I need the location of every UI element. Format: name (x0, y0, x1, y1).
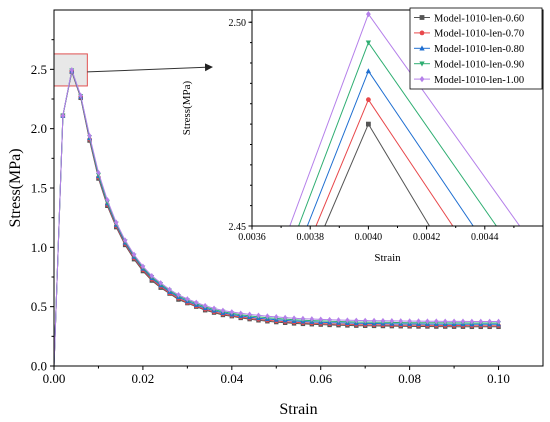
main-series-4-point (202, 302, 208, 309)
main-series-4-point (194, 299, 199, 306)
inset-x-tick-label: 0.0042 (413, 232, 441, 243)
legend-box (409, 7, 543, 90)
main-series-4-point (87, 132, 92, 139)
main-series-4-point (149, 272, 154, 279)
main-series-4-point (265, 313, 270, 320)
main-series-4-point (78, 92, 83, 99)
main-series-4-point (443, 318, 448, 325)
main-series-4-point (309, 316, 315, 322)
main-series-4-point (176, 291, 181, 298)
main-series-4-point (354, 317, 359, 324)
main-plot: 0.00 0.02 0.04 0.06 0.08 0.10 0.0 0.5 1.0 1.5 2.0 2… (7, 9, 544, 418)
main-series-4-point (478, 318, 483, 325)
main-y-axis-title: Stress(MPa) (7, 148, 24, 227)
main-series-4-point (380, 317, 386, 324)
inset-y-tick-label: 2.45 (229, 222, 247, 233)
inset-series-0-peak-point (366, 121, 371, 127)
legend-entry-label: Model-1010-len-1.00 (434, 75, 524, 86)
main-series-4-point (300, 315, 306, 322)
inset-series-3-peak-point (365, 40, 372, 46)
main-series-4-point (220, 307, 226, 314)
inset-x-tick-label: 0.0038 (296, 232, 324, 243)
legend-entry-label: Model-1010-len-0.70 (434, 29, 524, 40)
main-x-axis-title: Strain (279, 401, 317, 418)
main-series-4-point (407, 318, 412, 325)
main-series-4-point (362, 317, 368, 324)
main-series-4-point (425, 318, 430, 325)
main-series-4-point (229, 309, 235, 315)
inset-y-axis-title: Stress(MPa) (181, 80, 193, 135)
main-series-4-point (238, 310, 243, 317)
legend-entry-label: Model-1010-len-0.80 (434, 44, 524, 55)
main-series-4-point (371, 317, 377, 324)
main-series-4-point (398, 318, 403, 324)
main-y-tick-label: 0.5 (31, 299, 47, 314)
main-series-4-point (185, 296, 190, 302)
inset-x-tick-label: 0.0036 (238, 232, 266, 243)
inset-legend: Model-1010-len-0.60 Model-1010-len-0.70 Mo… (409, 7, 543, 90)
main-series-4-point (345, 317, 350, 324)
main-y-tick-label: 2.5 (31, 62, 47, 77)
main-y-tick-label: 1.5 (31, 181, 47, 196)
main-series-4-point (211, 305, 217, 312)
main-x-tick-label: 0.04 (220, 371, 243, 386)
main-x-tick-label: 0.08 (398, 371, 421, 386)
legend-marker-3 (419, 61, 425, 67)
legend-entry-label: Model-1010-len-0.90 (434, 60, 524, 71)
main-y-tick-label: 0.0 (31, 359, 47, 374)
main-x-tick-label: 0.00 (43, 371, 66, 386)
main-series-4-point (487, 318, 492, 325)
main-series-4-point (140, 263, 146, 270)
main-x-tick-label: 0.10 (487, 371, 510, 386)
zoom-connector (87, 63, 213, 73)
zoom-connector-arrow (87, 63, 213, 73)
main-series-4-point (274, 314, 279, 320)
inset-x-axis-title: Strain (374, 252, 401, 264)
main-series-4-point (131, 251, 137, 258)
legend-marker-1 (419, 30, 425, 36)
main-series-4-point (122, 237, 128, 244)
legend-marker-0 (419, 15, 425, 20)
main-series-4-point (327, 316, 332, 323)
main-series-4-point (256, 312, 261, 319)
inset-series-2-peak-point (365, 68, 372, 74)
main-series-4-point (282, 314, 288, 321)
main-series-4-point (416, 318, 421, 325)
main-y-tick-label: 2.0 (31, 121, 47, 136)
main-series-4-point (291, 315, 297, 322)
legend-marker-2 (419, 45, 425, 51)
main-series-4-point (318, 316, 323, 323)
main-series-4-point (69, 67, 74, 73)
inset-series-1-peak-point (366, 97, 371, 103)
main-series-4-point (96, 169, 101, 176)
main-series-4-point (496, 318, 501, 325)
main-y-tick-label: 1.0 (31, 240, 47, 255)
main-series-4-point (105, 197, 110, 203)
inset-x-tick-label: 0.0040 (355, 232, 383, 243)
inset-x-tick-label: 0.0044 (471, 232, 499, 243)
main-series-4-point (389, 318, 395, 324)
legend-marker-4 (419, 75, 425, 83)
main-series-4-point (460, 318, 466, 325)
main-series-4-point (451, 318, 457, 325)
inset-plot: 0.0036 0.0038 0.0040 0.0042 0.0044 2.45 2.50 St… (181, 7, 544, 264)
main-series-4-point (158, 280, 163, 286)
main-series-4-point (247, 311, 252, 318)
inset-series-4-peak-point (366, 10, 371, 18)
main-series-4-point (114, 219, 119, 226)
main-series-4-point (469, 318, 475, 325)
main-series-4-point (167, 286, 172, 293)
main-x-tick-label: 0.02 (132, 371, 155, 386)
main-series-4-point (336, 317, 341, 323)
main-series-4-point (60, 112, 66, 119)
legend-entry-label: Model-1010-len-0.60 (434, 13, 524, 24)
inset-y-tick-label: 2.50 (229, 18, 247, 29)
main-series-4-point (434, 318, 439, 325)
main-x-tick-label: 0.06 (309, 371, 332, 386)
